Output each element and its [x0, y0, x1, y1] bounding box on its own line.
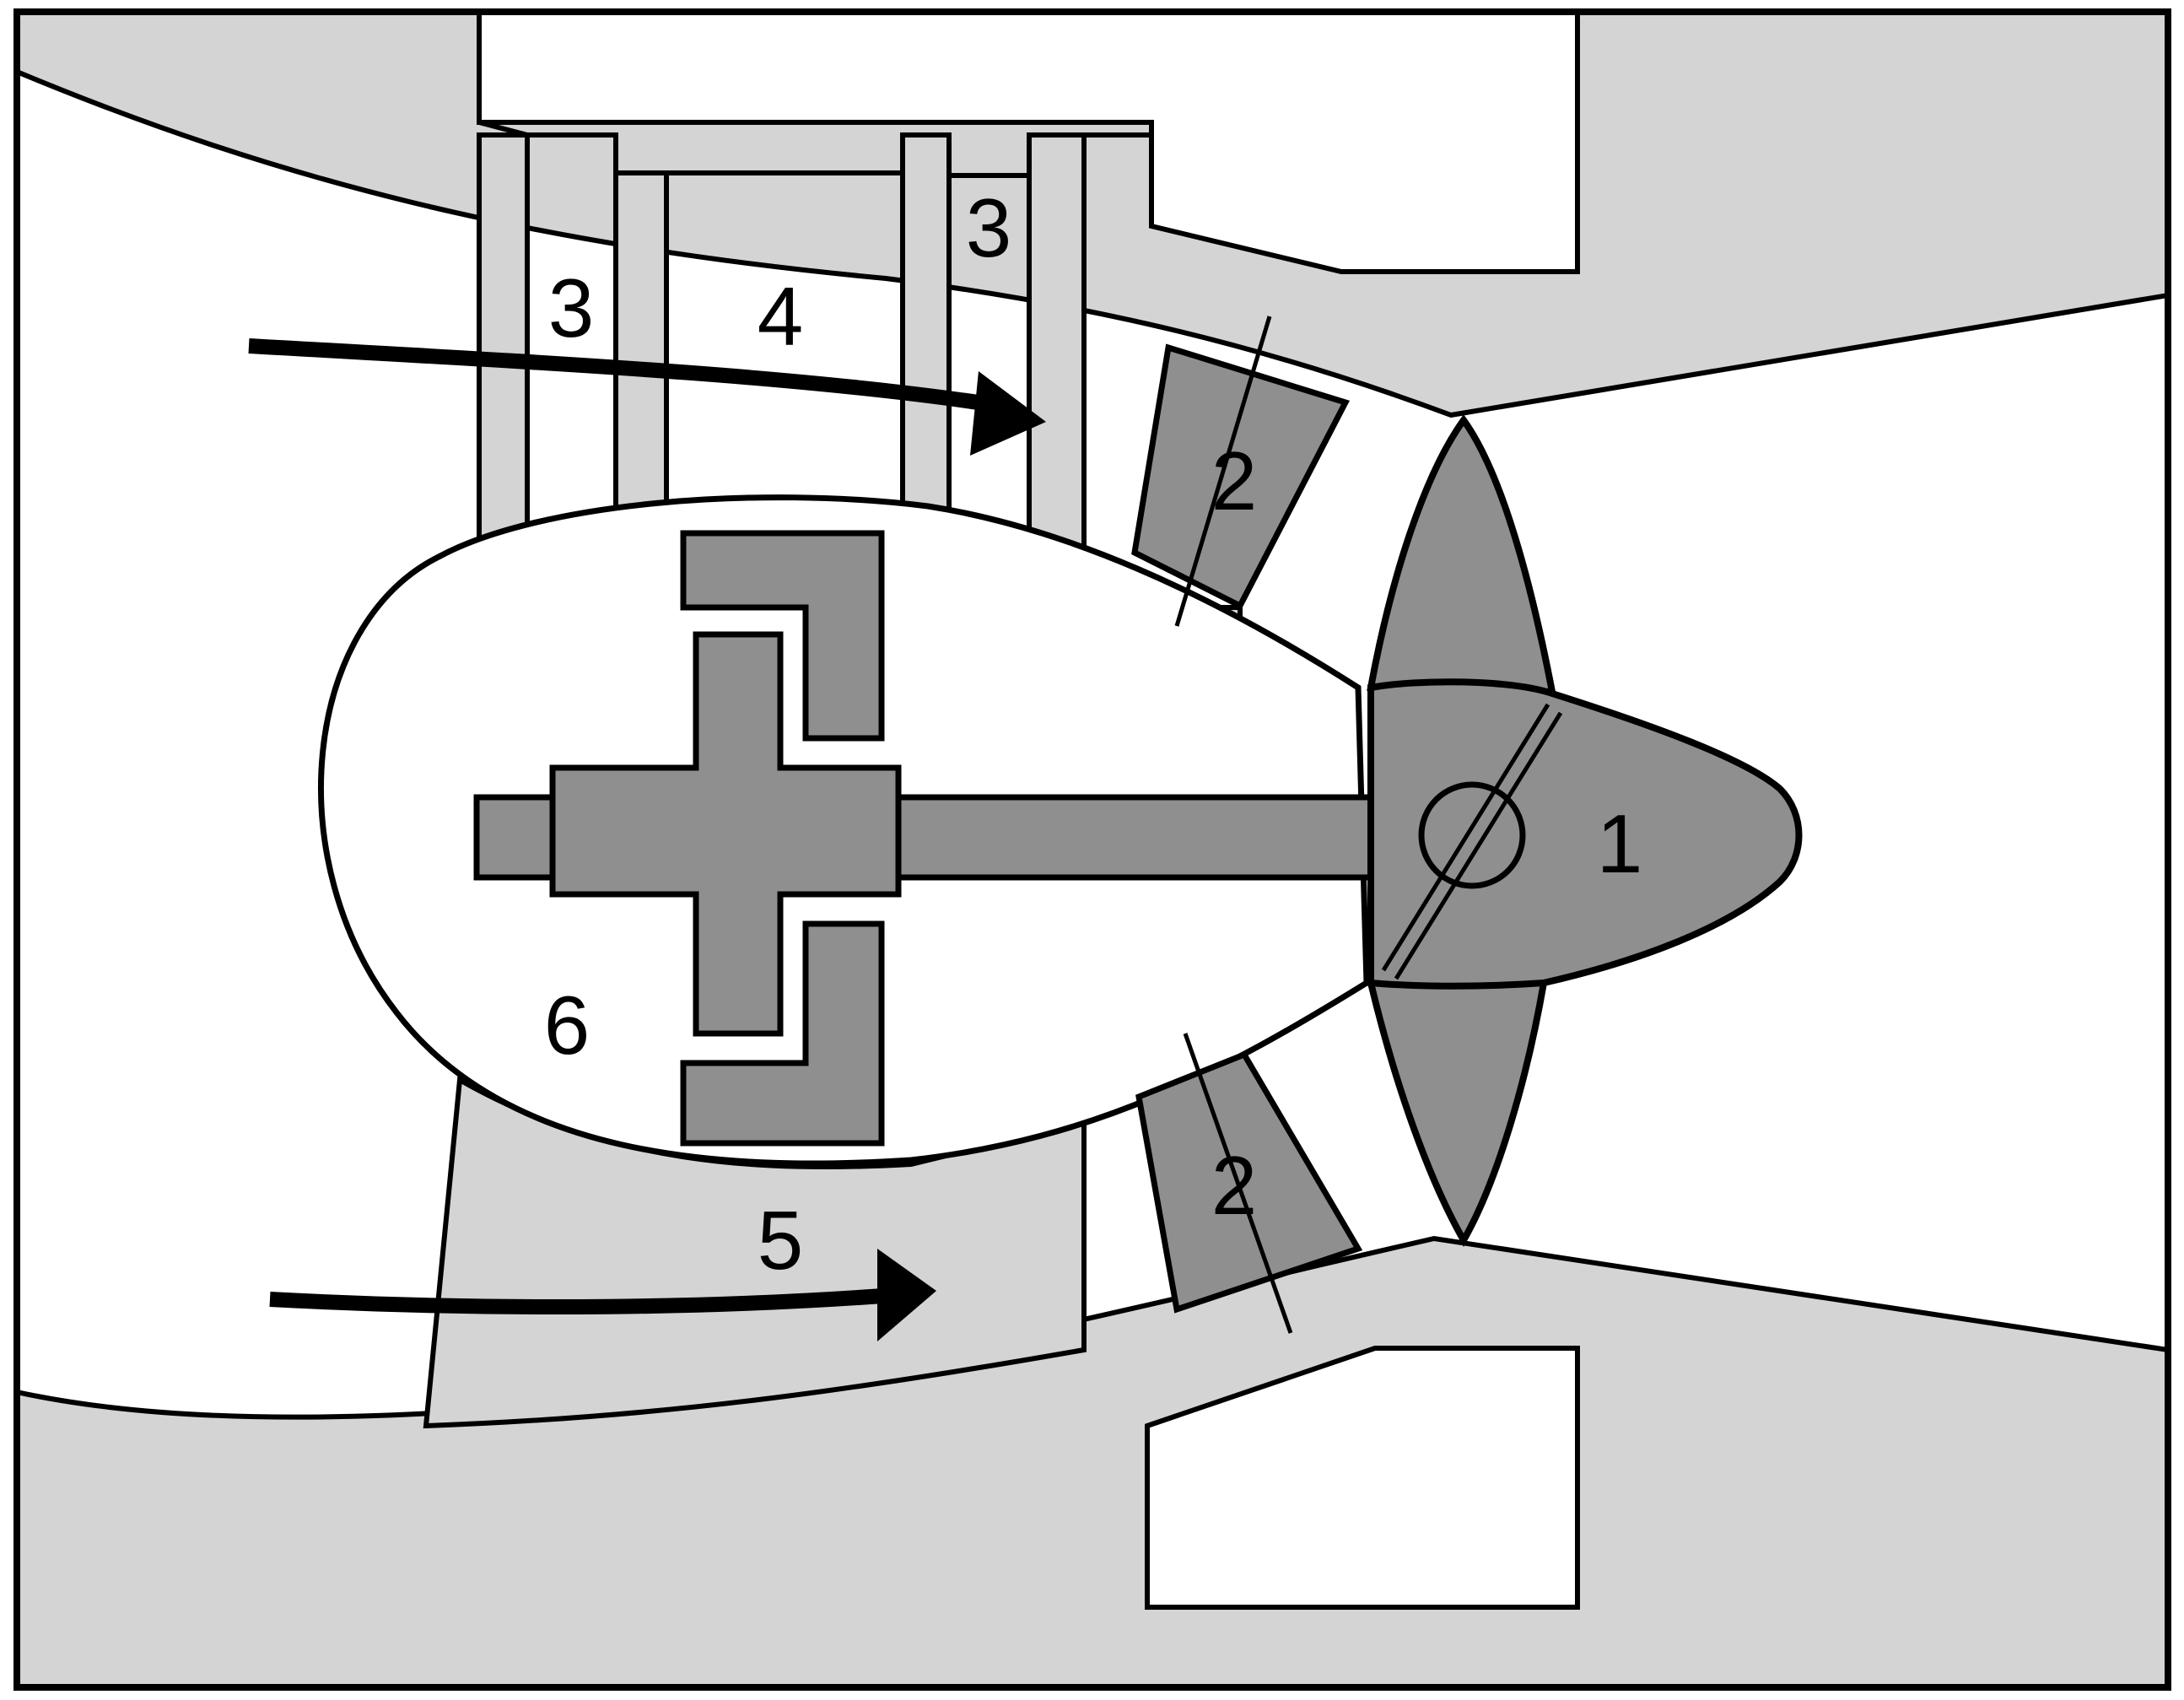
strut-right-inner	[1027, 132, 1087, 551]
strut-crossbar	[478, 120, 1154, 178]
label-part-5: 5	[758, 1194, 804, 1287]
label-part-3-left: 3	[548, 262, 595, 354]
upper-l-block[interactable]	[680, 530, 885, 742]
rotor-blade-chord-b	[1394, 711, 1563, 980]
hub-cross[interactable]	[549, 631, 902, 1037]
frame-border	[13, 8, 2171, 1691]
flow-arrow-upper-head	[970, 371, 1046, 456]
label-part-4: 4	[758, 270, 804, 363]
guide-vane-top[interactable]	[1131, 343, 1351, 610]
rotor-pivot	[1418, 781, 1526, 889]
flow-arrow-upper	[248, 338, 997, 413]
strut-right-outer	[900, 132, 952, 526]
vane-axis-bottom	[1183, 1033, 1293, 1334]
guide-vane-bottom[interactable]	[1135, 1050, 1363, 1314]
label-part-2-bottom: 2	[1211, 1139, 1258, 1232]
vane-axis-top	[1174, 316, 1272, 627]
label-part-6: 6	[544, 979, 590, 1071]
rotor-blade-chord-a	[1381, 703, 1550, 972]
bottom-block	[1145, 1346, 1580, 1610]
rotor-blade-bottom[interactable]	[1366, 980, 1548, 1248]
label-part-3-right: 3	[966, 181, 1012, 274]
lower-l-block[interactable]	[680, 920, 885, 1147]
label-part-2-top: 2	[1211, 434, 1258, 527]
rotor-hub[interactable]	[1367, 678, 1803, 990]
flow-arrow-lower	[269, 1287, 895, 1315]
flow-arrow-lower-head	[877, 1249, 936, 1341]
strut-left-inner	[613, 132, 669, 526]
label-part-1: 1	[1597, 797, 1643, 890]
